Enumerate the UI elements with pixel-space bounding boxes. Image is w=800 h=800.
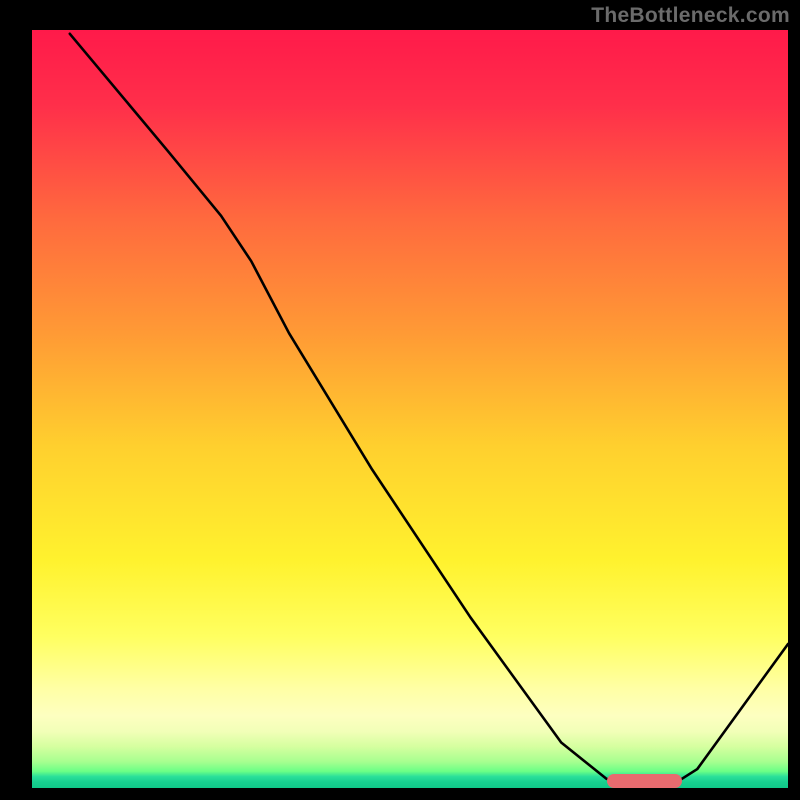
bottleneck-curve	[70, 34, 788, 784]
chart-frame: TheBottleneck.com	[0, 0, 800, 800]
optimal-range-marker	[607, 774, 683, 788]
plot-area	[32, 30, 788, 788]
chart-svg	[32, 30, 788, 788]
watermark-text: TheBottleneck.com	[591, 4, 790, 28]
